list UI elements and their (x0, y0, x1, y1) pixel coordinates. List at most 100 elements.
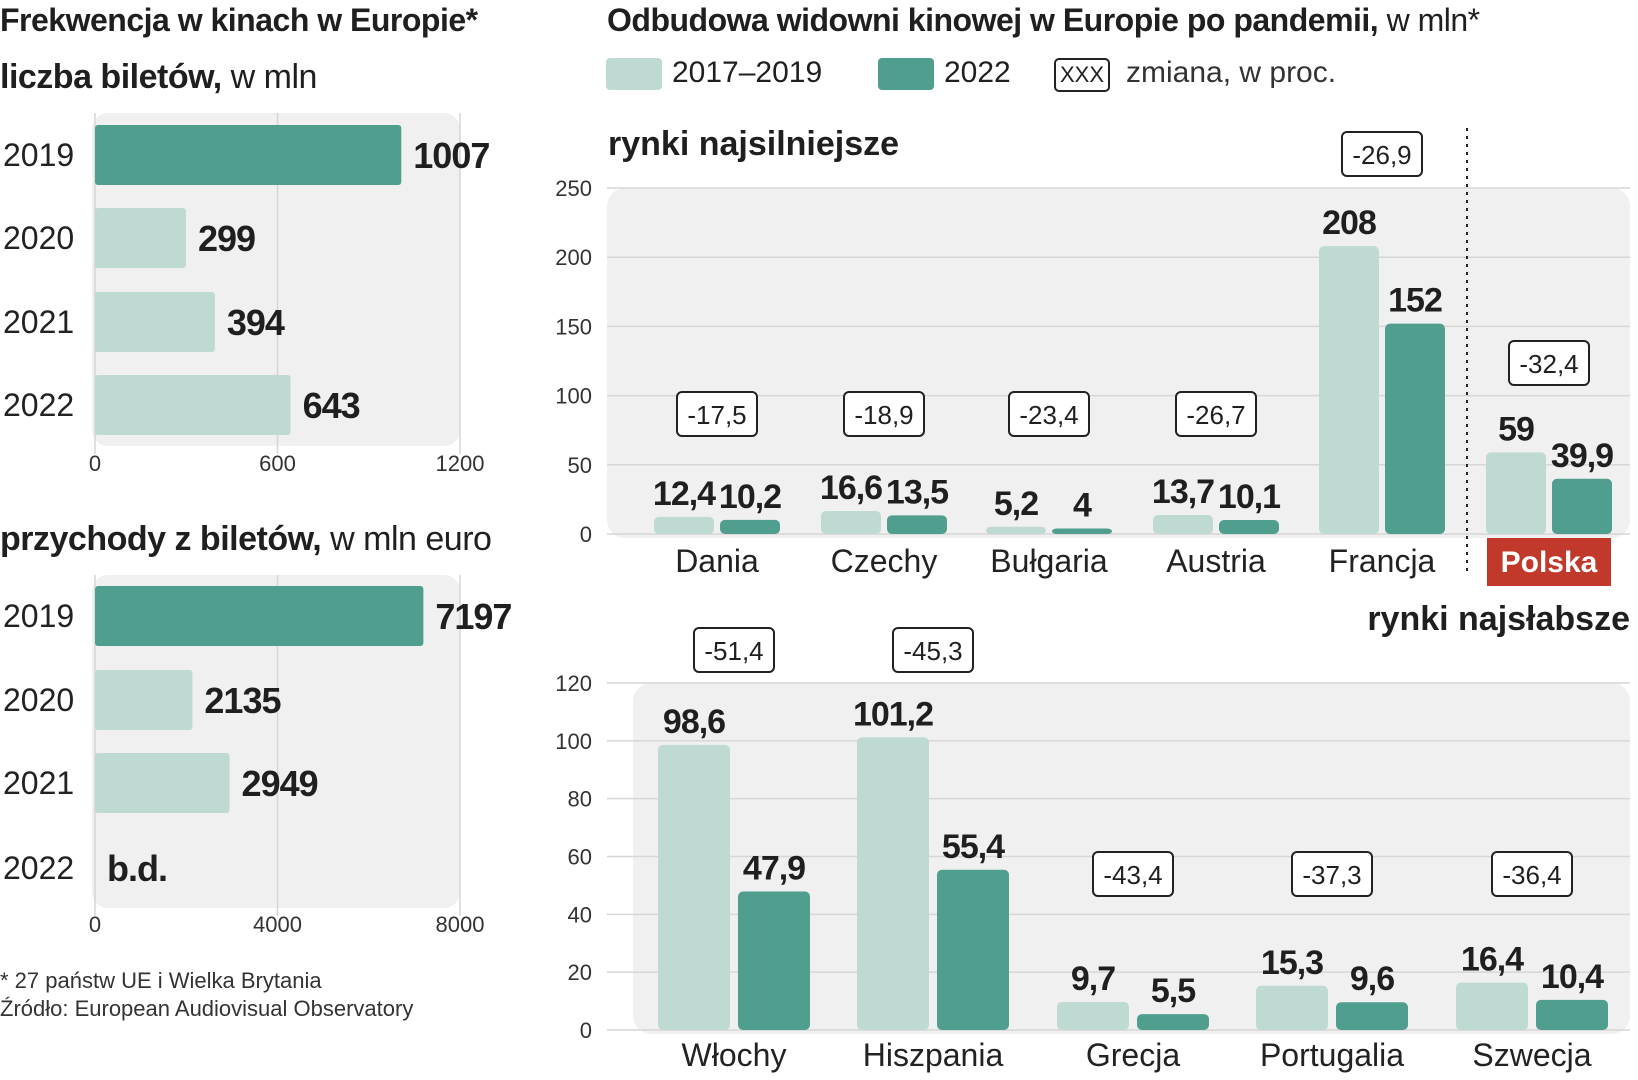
strong-markets-chart-value-label: 13,7 (1152, 473, 1214, 511)
strong-markets-chart-bar-2017-2019 (986, 526, 1046, 534)
revenue-chart-panel (92, 575, 460, 908)
strong-markets-chart-category-label: Polska (1501, 546, 1598, 579)
weak-markets-chart-change-box (1491, 851, 1573, 897)
weak-markets-chart-tick-label: 0 (580, 1018, 592, 1043)
weak-markets-chart-value-label: 47,9 (743, 849, 805, 887)
strong-markets-chart-category-label: Francja (1329, 543, 1436, 579)
strong-markets-chart-change-box (1508, 340, 1590, 386)
weak-markets-chart-value-label: 16,4 (1461, 941, 1524, 979)
revenue-chart-tick-label: 4000 (253, 912, 302, 937)
revenue-chart-value-label: b.d. (107, 848, 167, 889)
legend-swatch-2017-2019 (606, 58, 662, 90)
weak-markets-chart-value-label: 10,4 (1541, 958, 1604, 996)
revenue-chart-value-label: 2135 (204, 680, 281, 721)
weak-markets-chart-value-label: 98,6 (663, 703, 725, 741)
weak-markets-chart-bar-2017-2019 (1456, 982, 1528, 1030)
revenue-subtitle: przychody z biletów, w mln euro (0, 520, 492, 559)
revenue-chart-value-label: 7197 (435, 596, 511, 637)
tickets-subtitle-bold: liczba biletów, (0, 58, 222, 96)
strong-markets-chart-change-label: -26,9 (1352, 140, 1411, 170)
tickets-chart-category-label: 2020 (3, 220, 74, 256)
weak-markets-chart-bar-2022 (937, 869, 1009, 1030)
weak-markets-chart-bar-2022 (1137, 1014, 1209, 1030)
weak-markets-chart-change-box (892, 627, 974, 673)
weak-markets-chart-change-box (1092, 851, 1174, 897)
strong-markets-chart-value-label: 12,4 (653, 475, 716, 513)
revenue-chart-tick-label: 8000 (436, 912, 485, 937)
footnote: * 27 państw UE i Wielka Brytania (0, 968, 322, 993)
tickets-chart-bar (95, 208, 186, 268)
weak-markets-chart-value-label: 15,3 (1261, 944, 1323, 982)
strong-markets-chart-value-label: 152 (1388, 282, 1442, 320)
weak-markets-chart-category-label: Szwecja (1472, 1037, 1591, 1073)
weak-markets-chart-value-label: 9,7 (1071, 960, 1115, 998)
strong-markets-chart-tick-label: 100 (555, 384, 592, 409)
tickets-subtitle-unit: w mln (221, 58, 318, 96)
weak-markets-chart-bar-2017-2019 (1256, 985, 1328, 1030)
strong-markets-chart-tick-label: 0 (580, 522, 592, 547)
strong-markets-chart-category-label: Czechy (831, 543, 938, 579)
weak-markets-chart-category-label: Grecja (1086, 1037, 1180, 1073)
weak-markets-chart-bar-2017-2019 (1057, 1001, 1129, 1030)
weak-markets-chart-value-label: 5,5 (1151, 972, 1195, 1010)
revenue-chart-bar (95, 670, 193, 730)
strong-markets-chart-change-box (843, 391, 925, 437)
strong-markets-chart-bar-2017-2019 (1486, 452, 1546, 534)
right-title-bold: Odbudowa widowni kinowej w Europie po pa… (607, 2, 1379, 38)
weak-markets-chart-value-label: 55,4 (942, 828, 1005, 866)
revenue-chart-category-label: 2022 (3, 850, 74, 886)
strong-markets-chart-change-label: -18,9 (854, 400, 913, 430)
weak-markets-chart-value-label: 9,6 (1350, 960, 1394, 998)
strong-markets-chart-bar-2022 (720, 519, 780, 534)
strong-markets-chart-value-label: 16,6 (820, 469, 882, 507)
strong-markets-chart-bar-2022 (1552, 478, 1612, 534)
strong-markets-chart-tick-label: 50 (568, 453, 592, 478)
weak-markets-chart-bar-2022 (738, 891, 810, 1030)
strong-markets-chart-bar-2017-2019 (1153, 515, 1213, 534)
weak-markets-chart-tick-label: 100 (555, 729, 592, 754)
strong-markets-chart-bar-2017-2019 (654, 516, 714, 534)
right-title-unit: w mln* (1378, 2, 1481, 38)
strong-markets-label: rynki najsilniejsze (608, 125, 900, 163)
tickets-chart-value-label: 1007 (413, 135, 489, 176)
left-title-text: Frekwencja w kinach w Europie* (0, 2, 478, 38)
strong-markets-chart-category-label: Austria (1166, 543, 1266, 579)
strong-markets-chart-change-box (1175, 391, 1257, 437)
weak-markets-chart-value-label: 101,2 (853, 695, 933, 733)
weak-markets-chart-change-box (1291, 851, 1373, 897)
strong-markets-chart-tick-label: 200 (555, 245, 592, 270)
tickets-chart-bar (95, 125, 402, 185)
weak-markets-chart-tick-label: 40 (568, 902, 592, 927)
revenue-chart-value-label: 2949 (242, 763, 318, 804)
revenue-subtitle-bold: przychody z biletów, (0, 520, 322, 558)
weak-markets-chart-change-label: -45,3 (903, 636, 962, 666)
revenue-chart-bar (95, 586, 424, 646)
tickets-chart-tick-label: 0 (89, 451, 101, 476)
strong-markets-chart-value-label: 13,5 (886, 473, 948, 511)
left-title: Frekwencja w kinach w Europie* (0, 2, 478, 39)
revenue-chart-tick-label: 0 (89, 912, 101, 937)
tickets-chart-tick-label: 1200 (436, 451, 485, 476)
weak-markets-chart-change-label: -43,4 (1103, 860, 1162, 890)
strong-markets-chart-change-label: -32,4 (1519, 349, 1578, 379)
weak-markets-chart-bar-2022 (1336, 1002, 1408, 1030)
strong-markets-chart-bar-2022 (1385, 323, 1445, 534)
weak-markets-chart-tick-label: 60 (568, 845, 592, 870)
tickets-chart-panel (92, 113, 460, 446)
tickets-subtitle: liczba biletów, w mln (0, 58, 317, 97)
tickets-chart-category-label: 2021 (3, 304, 74, 340)
strong-markets-chart-value-label: 59 (1498, 410, 1534, 448)
weak-markets-chart-change-box (693, 627, 775, 673)
revenue-chart-bar (95, 753, 230, 813)
weak-markets-chart-category-label: Hiszpania (863, 1037, 1004, 1073)
tickets-chart-value-label: 299 (198, 218, 255, 259)
tickets-chart-category-label: 2022 (3, 387, 74, 423)
tickets-chart-category-label: 2019 (3, 137, 74, 173)
strong-markets-chart-value-label: 5,2 (994, 485, 1038, 523)
strong-markets-chart-tick-label: 150 (555, 314, 592, 339)
weak-markets-chart-category-label: Portugalia (1260, 1037, 1404, 1073)
right-title: Odbudowa widowni kinowej w Europie po pa… (607, 2, 1480, 39)
revenue-chart-category-label: 2021 (3, 765, 74, 801)
weak-markets-chart-tick-label: 20 (568, 960, 592, 985)
